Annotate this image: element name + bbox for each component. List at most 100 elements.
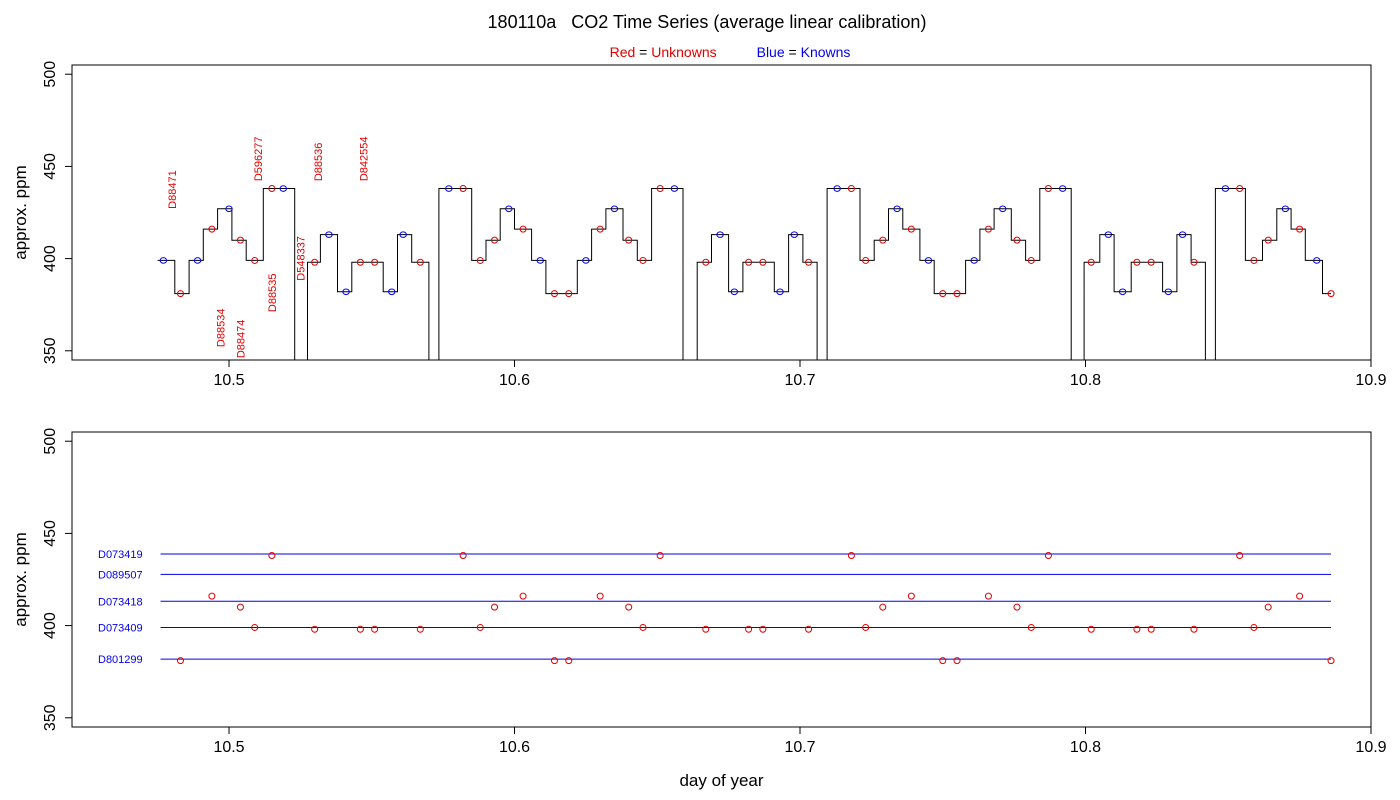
- unknown-point: [656, 185, 664, 193]
- unknown-point: [1327, 290, 1335, 298]
- known-point: [582, 257, 590, 264]
- unknown-point: [268, 185, 276, 193]
- unknown-point: [1027, 623, 1035, 631]
- unknown-point: [1264, 603, 1272, 611]
- sample-annotation: D88534: [216, 309, 228, 348]
- unknown-point: [805, 258, 813, 266]
- unknown-point: [176, 657, 184, 665]
- legend-blue-text: Knowns: [800, 44, 851, 60]
- unknown-point: [371, 625, 379, 633]
- bottom-y-tick-label: 400: [42, 612, 59, 639]
- reference-line-label: D073418: [98, 596, 143, 608]
- co2-trace-segment: [307, 234, 430, 360]
- top-x-tick-label: 10.5: [213, 372, 244, 389]
- unknown-point: [1147, 625, 1155, 633]
- known-point: [342, 288, 350, 296]
- unknown-point: [847, 185, 855, 193]
- known-point: [970, 257, 978, 264]
- known-point: [279, 185, 287, 192]
- legend: Red = Unknowns Blue = Knowns: [0, 44, 1400, 60]
- unknown-point: [745, 625, 753, 633]
- bottom-x-tick-label: 10.6: [499, 739, 530, 756]
- legend-blue-label: Blue: [756, 44, 785, 60]
- co2-trace-segment: [696, 234, 818, 360]
- unknown-point: [476, 256, 484, 264]
- reference-line-label: D801299: [98, 654, 143, 666]
- unknown-point: [596, 225, 604, 233]
- sample-annotation: D842554: [358, 137, 370, 182]
- unknown-point: [311, 258, 319, 266]
- unknown-point: [702, 625, 710, 633]
- unknown-point: [519, 592, 527, 600]
- unknown-point: [311, 625, 319, 633]
- unknown-point: [1236, 185, 1244, 193]
- bottom-panel: 10.5 10.6 10.7 10.8 10.9 350 400 450 500 approx. …: [11, 428, 1387, 790]
- co2-trace-segment: [438, 188, 684, 360]
- known-point: [1118, 288, 1127, 296]
- unknown-point: [1327, 657, 1335, 665]
- unknown-point: [550, 657, 558, 665]
- unknown-point: [862, 256, 870, 264]
- sample-annotation: D88474: [236, 320, 248, 359]
- bottom-plot-area: [160, 552, 1335, 665]
- known-point: [716, 231, 724, 238]
- unknown-point: [745, 258, 753, 266]
- known-point: [505, 205, 513, 213]
- unknown-point: [1133, 625, 1141, 633]
- sample-annotation: D88536: [313, 143, 325, 182]
- unknown-point: [356, 625, 364, 633]
- known-point: [730, 288, 739, 296]
- unknown-point: [1250, 256, 1258, 264]
- unknown-point: [1087, 258, 1095, 266]
- unknown-point: [208, 592, 216, 600]
- unknown-point: [625, 236, 633, 244]
- unknown-point: [1013, 603, 1021, 611]
- known-point: [445, 185, 453, 192]
- bottom-plot-frame: [71, 431, 1372, 728]
- top-x-tick-label: 10.7: [784, 372, 815, 389]
- unknown-point: [476, 623, 484, 631]
- page-title: 180110a CO2 Time Series (average linear …: [487, 12, 927, 32]
- unknown-point: [251, 256, 259, 264]
- top-y-tick-label: 400: [42, 245, 59, 272]
- known-point: [670, 185, 679, 192]
- bottom-y-tick-label: 450: [42, 520, 59, 547]
- known-point: [1221, 185, 1230, 192]
- known-point: [610, 205, 619, 213]
- co2-trace-segment: [826, 188, 1072, 360]
- reference-line-label: D073409: [98, 622, 143, 634]
- unknown-point: [879, 603, 887, 611]
- sample-annotation: D88535: [267, 274, 279, 313]
- sample-annotation: D596277: [253, 137, 265, 182]
- legend-red-label: Red: [609, 44, 636, 60]
- bottom-y-tick-label: 350: [42, 704, 59, 731]
- unknown-point: [1296, 225, 1304, 233]
- bottom-y-tick-label: 500: [42, 428, 59, 455]
- legend-blue-equals: =: [788, 44, 797, 60]
- known-point: [388, 288, 396, 296]
- unknown-point: [656, 552, 664, 560]
- bottom-x-tick-label: 10.8: [1070, 739, 1101, 756]
- unknown-point: [236, 603, 244, 611]
- sample-annotation: D548337: [296, 236, 308, 281]
- known-point: [1164, 288, 1172, 296]
- unknown-point: [1133, 258, 1141, 266]
- top-y-tick-label: 450: [42, 153, 59, 180]
- sample-annotation: D88471: [167, 170, 179, 209]
- bottom-x-tick-label: 10.9: [1355, 739, 1386, 756]
- known-point: [325, 231, 333, 238]
- unknown-point: [416, 258, 424, 266]
- unknown-point: [565, 290, 573, 298]
- top-x-tick-label: 10.6: [499, 372, 530, 389]
- unknown-point: [1296, 592, 1304, 600]
- unknown-point: [639, 256, 647, 264]
- unknown-point: [953, 657, 961, 665]
- unknown-point: [639, 623, 647, 631]
- unknown-point: [759, 625, 767, 633]
- unknown-point: [491, 236, 499, 244]
- unknown-point: [251, 623, 259, 631]
- known-point: [225, 205, 233, 213]
- top-y-tick-label: 500: [42, 61, 59, 88]
- reference-line-label: D073419: [98, 549, 143, 561]
